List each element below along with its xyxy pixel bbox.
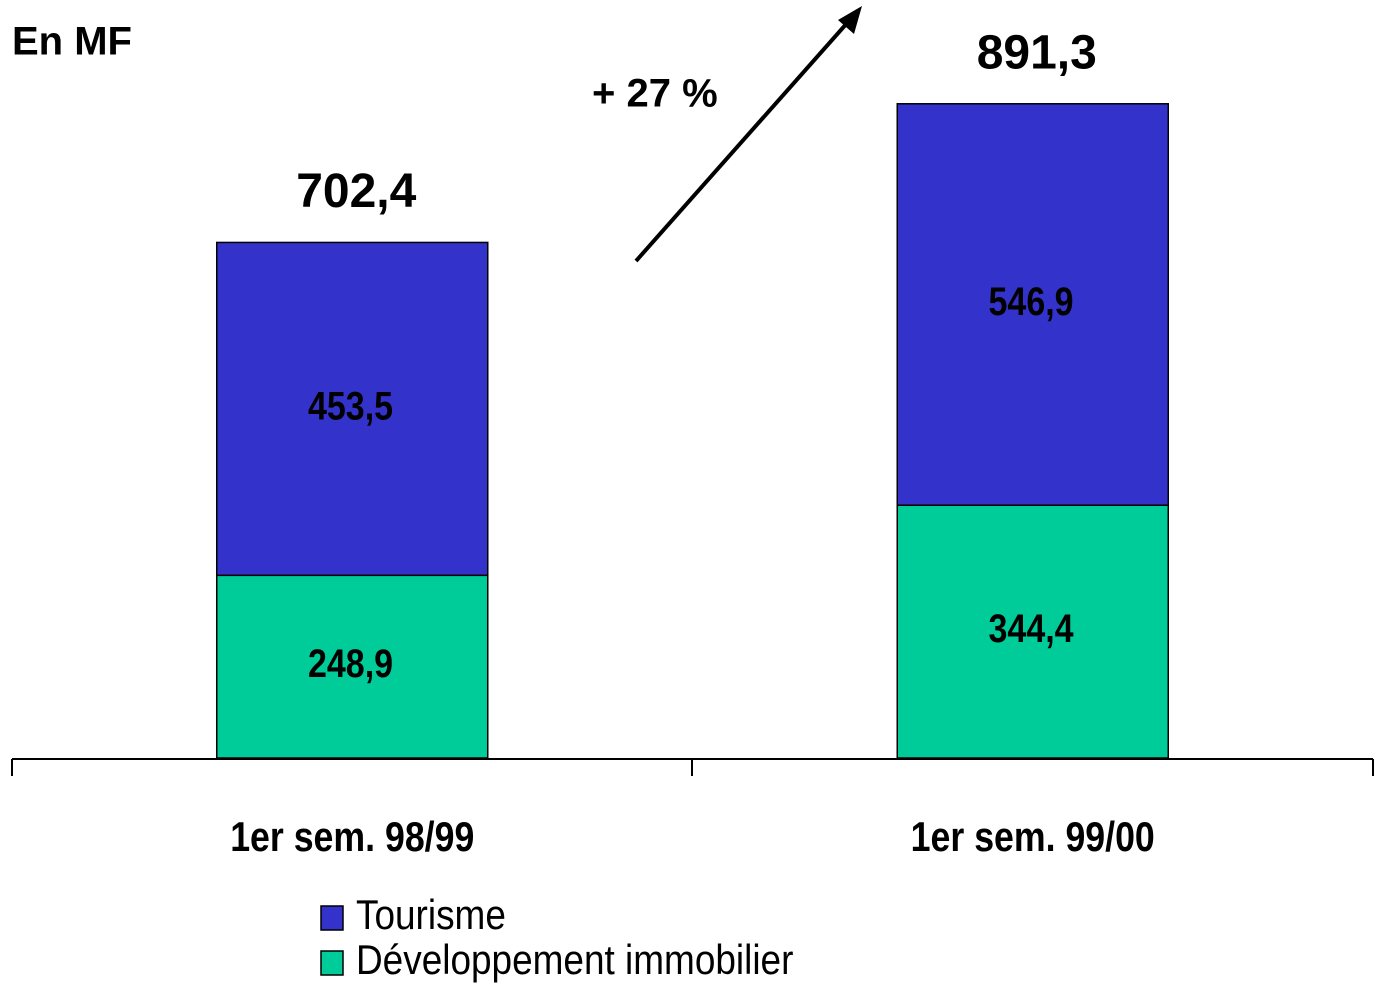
annotation: + 27 % [592,72,718,116]
legend-swatch [320,905,344,931]
bar-segment [896,103,1169,506]
bar-segment [896,504,1169,759]
legend-label: Développement immobilier [356,937,793,984]
legend-label: Tourisme [356,892,506,939]
segment-label: 248,9 [308,641,393,686]
x-tick-label: 1er sem. 98/99 [230,814,474,860]
legend-swatch [320,950,344,976]
bar-segment [216,241,489,577]
total-label: 891,3 [977,26,1097,79]
x-tick-label: 1er sem. 99/00 [911,814,1155,860]
arrow-head [838,6,862,34]
segment-label: 453,5 [308,383,393,428]
segment-label: 546,9 [989,278,1074,323]
growth-arrow [634,20,850,263]
total-label: 702,4 [296,165,416,218]
segment-label: 344,4 [989,606,1074,651]
unit-label: En MF [12,20,132,64]
bar-segment [216,574,489,759]
